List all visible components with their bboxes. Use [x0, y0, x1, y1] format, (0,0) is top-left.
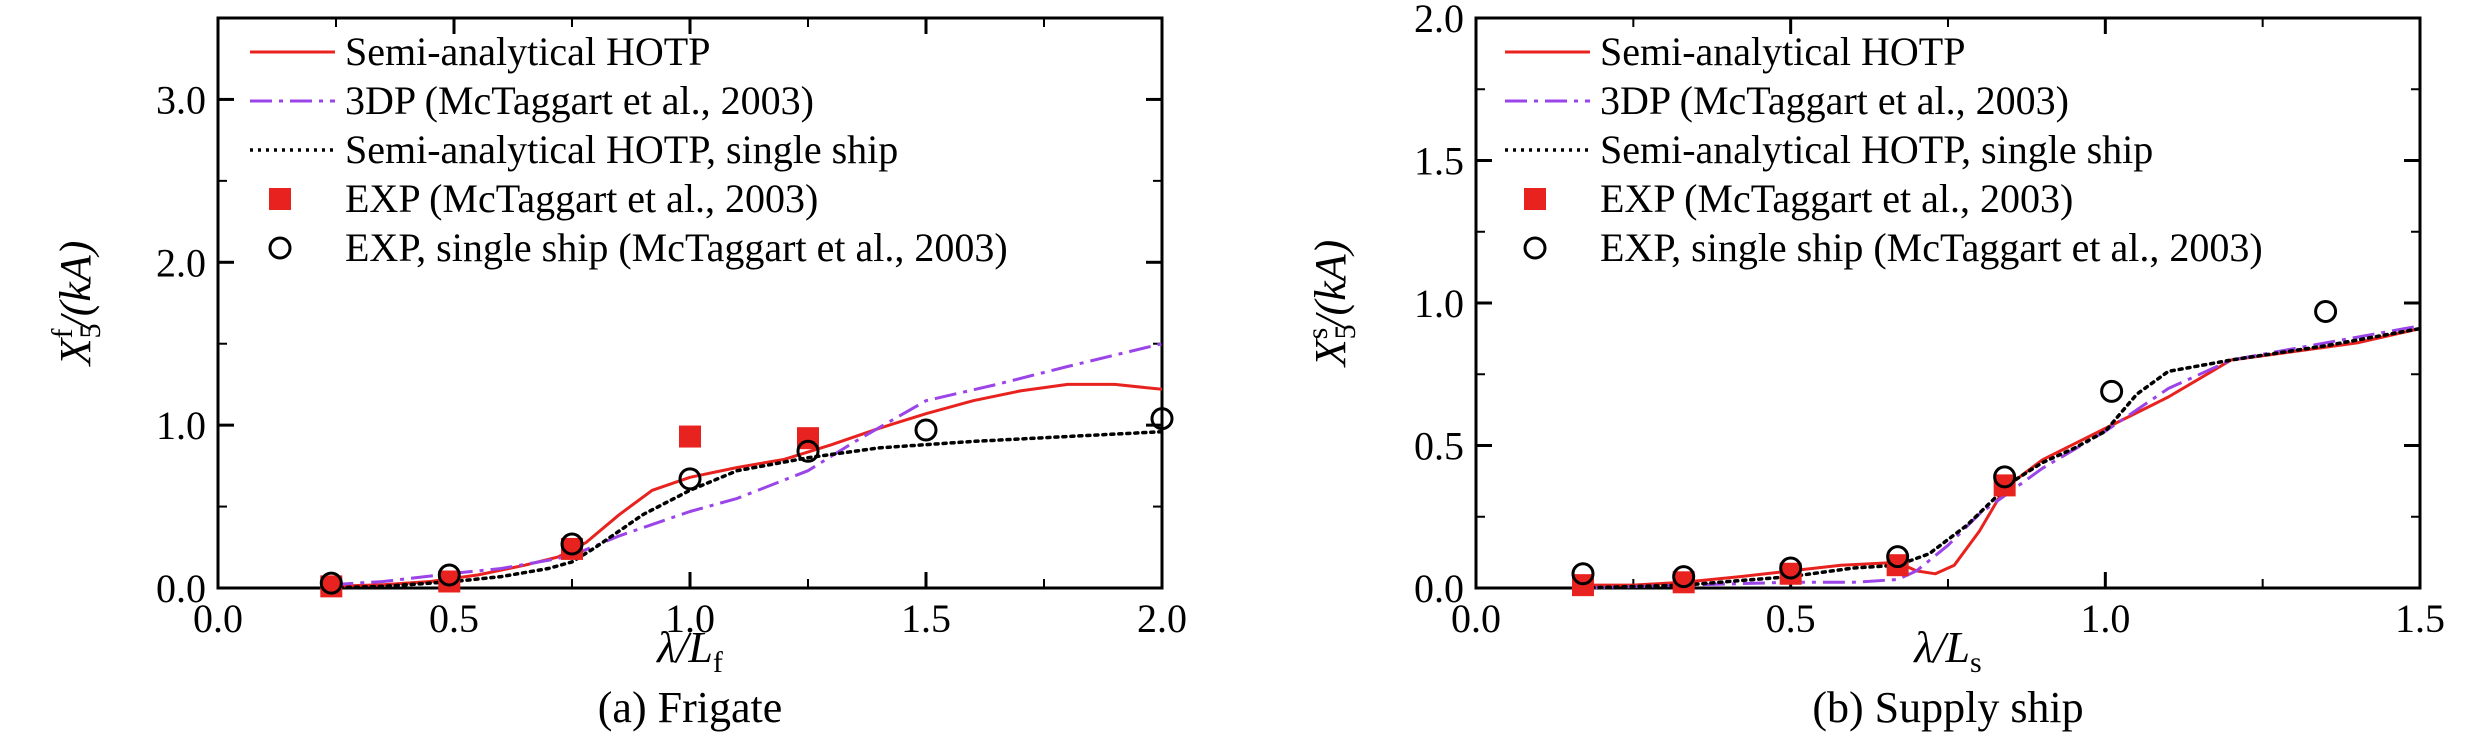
y-tick-label: 0.0 — [156, 566, 206, 611]
legend-label: EXP (McTaggart et al., 2003) — [345, 176, 818, 221]
data-point-circle — [678, 467, 702, 491]
series-line — [329, 429, 1164, 590]
data-point-circle — [2314, 300, 2338, 324]
chart-panel-supply: 0.0 0.5 1.0 1.5 0.0 0.5 1.0 1.5 2.0 Semi-analytic… — [1301, 0, 2445, 732]
series-line — [331, 382, 1163, 588]
y-axis-label-main: X — [51, 336, 100, 367]
series-line — [1583, 327, 2421, 587]
data-point-circle — [1993, 465, 2017, 489]
data-point-circle — [1150, 407, 1174, 431]
data-point-square — [561, 537, 583, 560]
x-axis-label: λ/Ls — [1912, 623, 1981, 679]
legend-label: EXP, single ship (McTaggart et al., 2003… — [345, 225, 1008, 270]
data-point-square — [1779, 562, 1802, 585]
x-tick-label: 1.5 — [901, 596, 951, 641]
legend-label: EXP (McTaggart et al., 2003) — [1600, 176, 2073, 221]
x-tick-label: 0.0 — [193, 596, 243, 641]
x-axis-label-sub: s — [1970, 646, 1982, 679]
data-point-square — [1672, 571, 1695, 594]
y-axis-label: X5s/(kA) — [1301, 240, 1362, 369]
x-axis-label-main: λ/L — [655, 623, 713, 672]
legend-label: EXP, single ship (McTaggart et al., 2003… — [1600, 225, 2263, 270]
data-point-circle — [1672, 565, 1696, 589]
legend-marker-circle — [1523, 236, 1547, 260]
y-axis-label-tail: /(kA) — [1306, 240, 1355, 331]
x-axis-label-main: λ/L — [1912, 623, 1970, 672]
y-tick-label: 1.5 — [1414, 139, 1464, 184]
series-line — [1582, 324, 2421, 590]
y-axis-label-tail: /(kA) — [51, 241, 100, 332]
legend-label: Semi-analytical HOTP, single ship — [345, 127, 898, 172]
data-point-circle — [2100, 379, 2124, 403]
legend-label: Semi-analytical HOTP — [345, 29, 710, 74]
y-tick-label: 2.0 — [1414, 0, 1464, 41]
y-axis-label-text: X5f/(kA) — [46, 241, 107, 368]
data-point-circle — [914, 418, 938, 442]
x-tick-label: 0.5 — [1766, 596, 1816, 641]
data-point-circle — [1886, 545, 1910, 569]
series-line — [331, 342, 1163, 587]
legend-label: 3DP (McTaggart et al., 2003) — [1600, 78, 2069, 123]
y-axis-label-sup: f — [46, 329, 79, 339]
data-point-circle — [1779, 556, 1803, 580]
x-tick-label: 0.0 — [1451, 596, 1501, 641]
legend-label: 3DP (McTaggart et al., 2003) — [345, 78, 814, 123]
y-tick-label: 0.5 — [1414, 424, 1464, 469]
y-tick-label: 1.0 — [156, 403, 206, 448]
x-tick-label: 1.5 — [2395, 596, 2445, 641]
legend-marker-circle — [268, 236, 292, 260]
y-tick-label: 0.0 — [1414, 566, 1464, 611]
panel-caption: (b) Supply ship — [1812, 683, 2083, 732]
y-axis-label-sub: 5 — [1329, 324, 1362, 339]
legend-marker-square — [1524, 188, 1546, 210]
x-axis-label: λ/Lf — [655, 623, 723, 679]
y-axis-label-sup: s — [1301, 328, 1334, 340]
data-point-circle — [319, 571, 343, 595]
y-tick-label: 1.0 — [1414, 281, 1464, 326]
x-tick-label: 2.0 — [1137, 596, 1187, 641]
legend-label: Semi-analytical HOTP, single ship — [1600, 127, 2153, 172]
data-point-circle — [796, 439, 820, 463]
y-tick-label: 3.0 — [156, 77, 206, 122]
series-line — [1581, 326, 2422, 590]
x-tick-label: 0.5 — [429, 596, 479, 641]
legend-label: Semi-analytical HOTP — [1600, 29, 1965, 74]
data-point-square — [679, 425, 701, 448]
panel-caption: (a) Frigate — [598, 683, 782, 732]
x-tick-label: 1.0 — [665, 596, 715, 641]
data-point-circle — [437, 563, 461, 587]
y-axis-label-sub: 5 — [74, 324, 107, 339]
x-tick-label: 1.0 — [2080, 596, 2130, 641]
chart-panel-frigate: 0.0 0.5 1.0 1.5 2.0 0.0 1.0 2.0 3.0 Semi-analytic… — [46, 16, 1187, 732]
y-axis-label: X5f/(kA) — [46, 241, 107, 368]
x-axis-label-sub: f — [713, 646, 723, 679]
data-point-circle — [1571, 562, 1595, 586]
y-tick-label: 2.0 — [156, 240, 206, 285]
legend-marker-square — [269, 188, 291, 210]
y-axis-label-main: X — [1306, 337, 1355, 368]
data-point-square — [438, 570, 461, 593]
y-axis-label-text: X5s/(kA) — [1301, 240, 1362, 369]
data-point-circle — [560, 532, 584, 556]
